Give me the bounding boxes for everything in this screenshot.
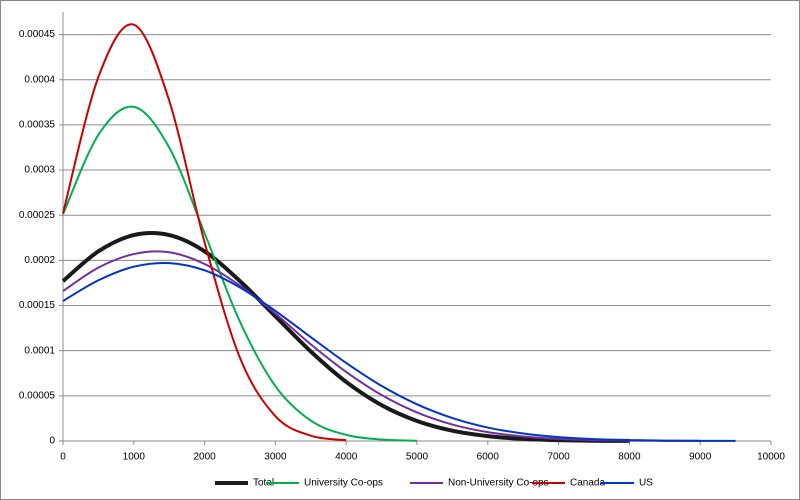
legend-label: Total	[253, 478, 274, 489]
y-tick-label: 0.00035	[19, 120, 56, 131]
x-tick-label: 4000	[335, 452, 358, 463]
series-line	[62, 23, 347, 442]
x-tick-label: 3000	[264, 452, 287, 463]
y-tick-label: 0.00015	[19, 300, 56, 311]
x-tick-label: 0	[60, 452, 66, 463]
series-line	[61, 231, 630, 443]
y-tick-label: 0	[49, 436, 55, 447]
x-tick-label: 8000	[618, 452, 641, 463]
y-tick-label: 0.00045	[19, 29, 56, 40]
x-tick-label: 2000	[193, 452, 216, 463]
legend-label: Non-University Co-ops	[448, 478, 549, 489]
y-tick-label: 0.0004	[24, 74, 55, 85]
y-tick-label: 0.0003	[24, 165, 55, 176]
y-tick-label: 0.0002	[24, 255, 55, 266]
x-tick-label: 5000	[406, 452, 429, 463]
x-tick-label: 10000	[757, 452, 785, 463]
x-tick-label: 7000	[547, 452, 570, 463]
y-tick-label: 0.00025	[19, 210, 56, 221]
legend-label: University Co-ops	[304, 478, 383, 489]
y-tick-label: 0.0001	[24, 345, 55, 356]
series-line	[62, 261, 736, 442]
x-tick-label: 6000	[477, 452, 500, 463]
x-tick-label: 1000	[123, 452, 146, 463]
legend-label: US	[639, 478, 653, 489]
x-tick-label: 9000	[689, 452, 712, 463]
series-line	[62, 105, 418, 442]
legend-label: Canada	[570, 478, 605, 489]
y-tick-label: 0.00005	[19, 390, 56, 401]
